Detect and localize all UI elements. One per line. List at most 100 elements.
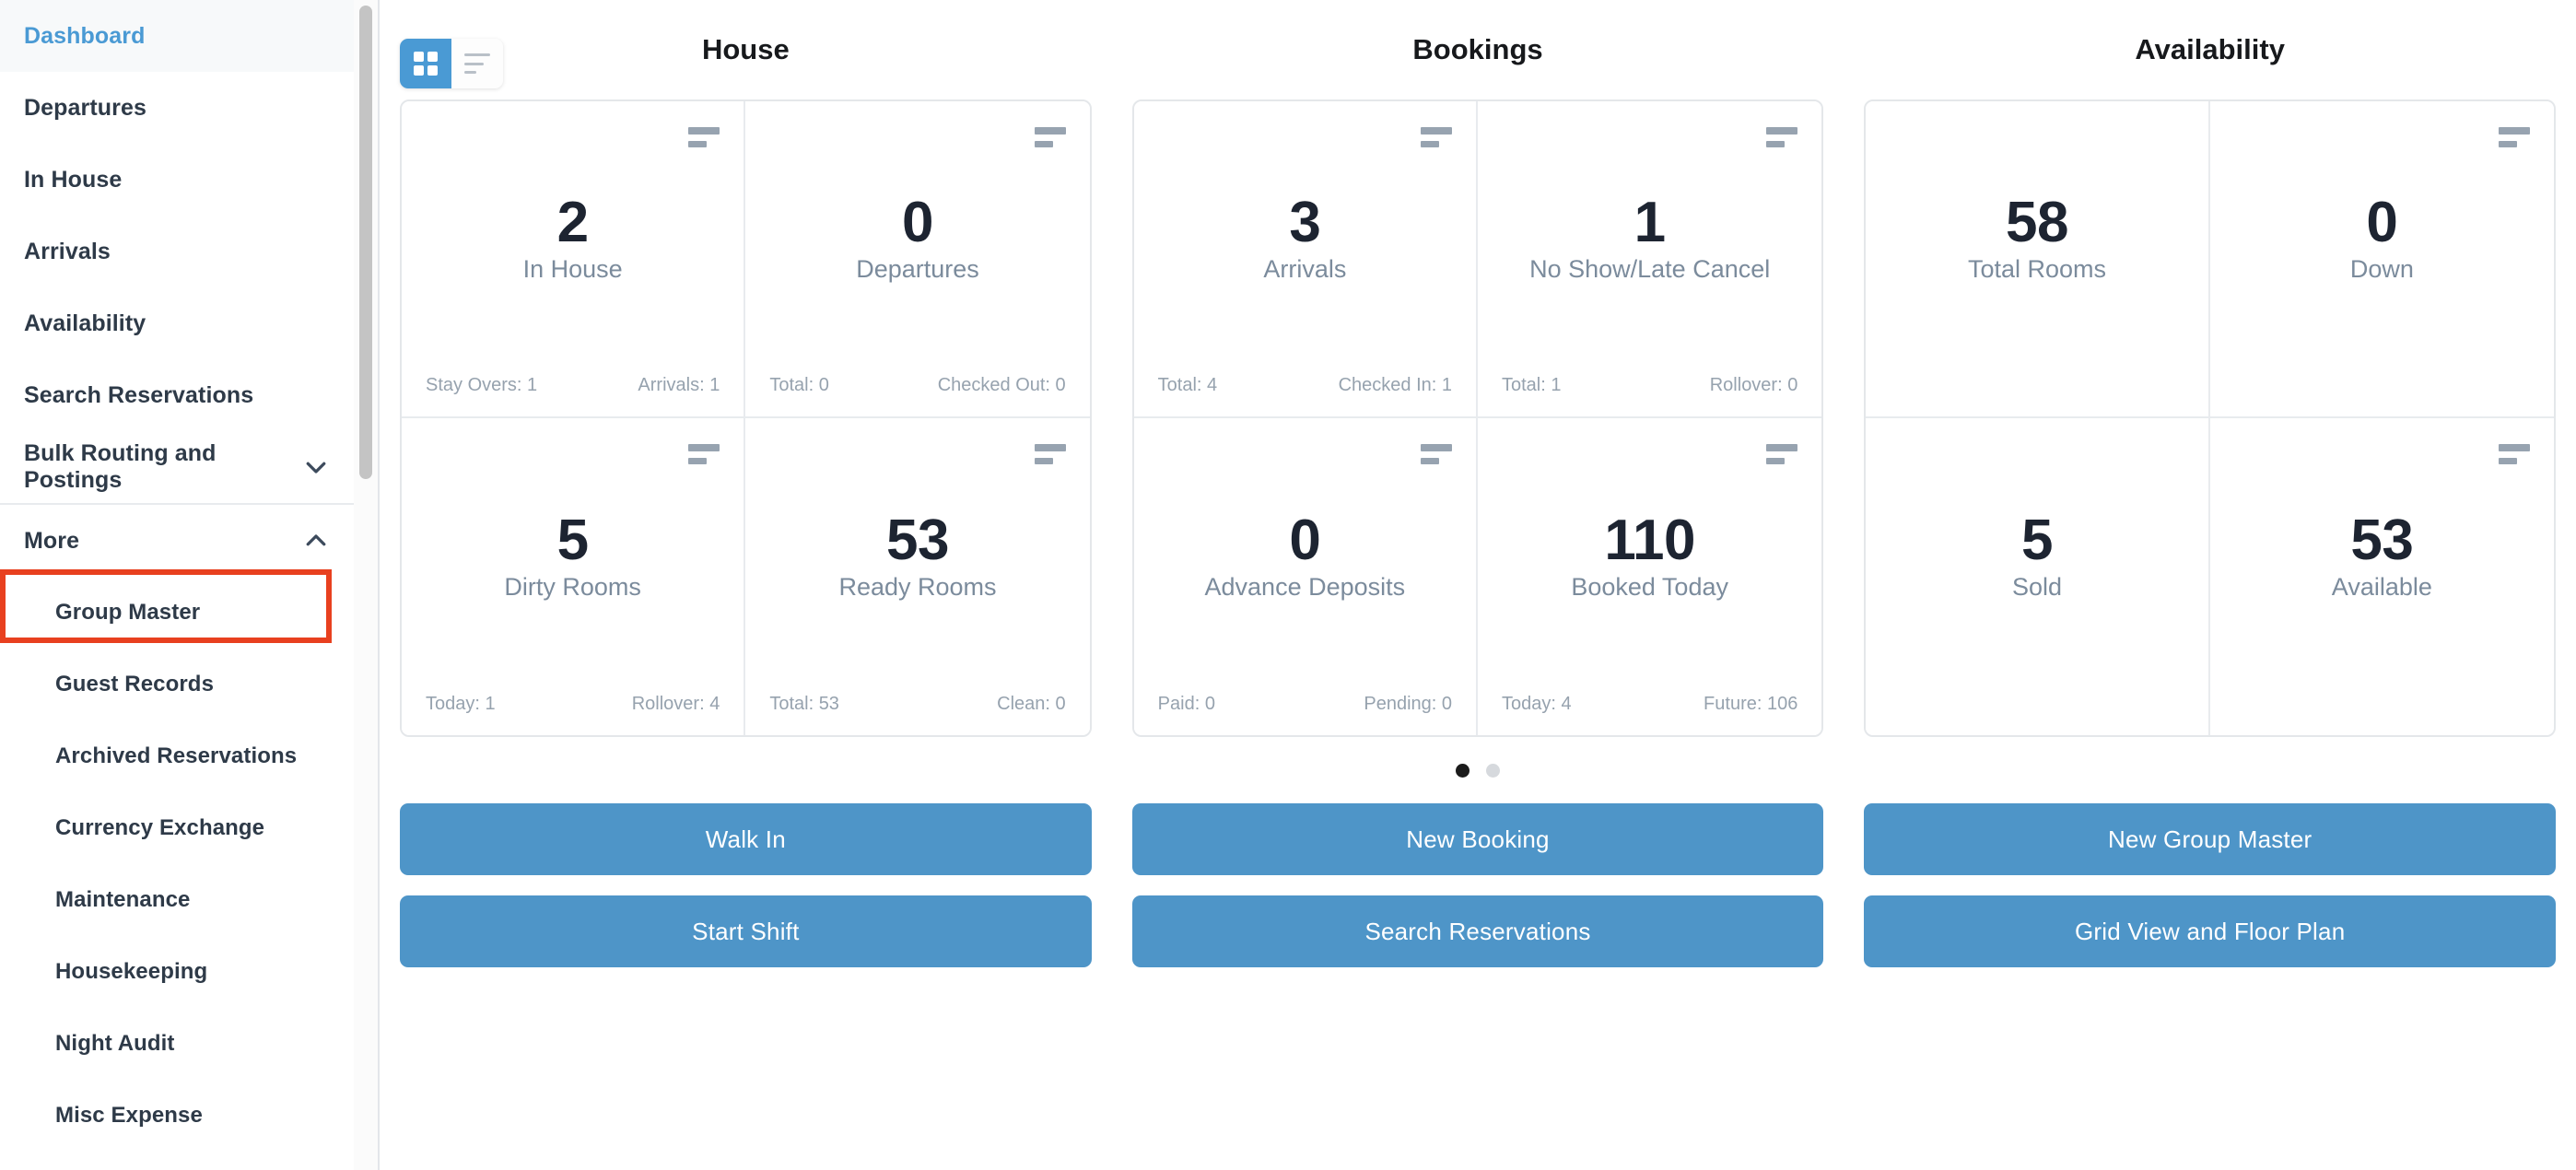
start-shift-button[interactable]: Start Shift — [400, 895, 1092, 967]
stat-card-footer: Total: 4 Checked In: 1 — [1158, 372, 1452, 396]
sidebar-item-label: Night Audit — [55, 1031, 175, 1056]
stat-card[interactable]: 58 Total Rooms — [1866, 101, 2210, 418]
new-booking-button[interactable]: New Booking — [1131, 803, 1824, 875]
sidebar-item-night-audit[interactable]: Night Audit — [0, 1008, 378, 1080]
sidebar-item-arrivals[interactable]: Arrivals — [0, 216, 378, 287]
sidebar-item-in-house[interactable]: In House — [0, 144, 378, 216]
card-group-bookings: 3 Arrivals Total: 4 Checked In: 1 1 No Show/L… — [1131, 99, 1824, 737]
sidebar-item-currency-exchange[interactable]: Currency Exchange — [0, 792, 378, 864]
sidebar-item-label: Maintenance — [55, 887, 191, 912]
stat-card-footer: Today: 4 Future: 106 — [1502, 691, 1797, 715]
sidebar-item-group-master[interactable]: Group Master — [0, 577, 378, 649]
stat-card-label: Departures — [856, 255, 979, 284]
stat-card-footer-left: Today: 1 — [426, 694, 496, 714]
stat-card-footer: Stay Overs: 1 Arrivals: 1 — [426, 372, 720, 396]
bar-chart-icon[interactable] — [2499, 444, 2531, 464]
stat-card-footer-right: Pending: 0 — [1364, 694, 1452, 714]
stat-card-value: 53 — [2350, 509, 2414, 573]
stat-card-label: Sold — [2011, 573, 2063, 602]
stat-card-footer-right: Arrivals: 1 — [638, 375, 720, 395]
sidebar-item-label: Guest Records — [55, 672, 215, 696]
sidebar-item-departures[interactable]: Departures — [0, 72, 378, 144]
stat-card-body: 0 Advance Deposits — [1158, 442, 1452, 691]
stat-card-label: Dirty Rooms — [504, 573, 641, 602]
stat-card-footer: Paid: 0 Pending: 0 — [1158, 691, 1452, 715]
sidebar-item-search-reservations[interactable]: Search Reservations — [0, 359, 378, 431]
toolbar-row: House Bookings Availability — [380, 0, 2576, 99]
stat-card[interactable]: 53 Available — [2209, 418, 2555, 735]
stat-card-footer-left: Today: 4 — [1502, 694, 1572, 714]
stat-card[interactable]: 1 No Show/Late Cancel Total: 1 Rollover: 0 — [1478, 101, 1822, 418]
sidebar-item-more[interactable]: More — [0, 505, 378, 577]
stat-card-body: 5 Dirty Rooms — [426, 442, 720, 691]
sidebar-item-label: Currency Exchange — [55, 815, 265, 840]
bar-chart-icon[interactable] — [1766, 127, 1798, 147]
sidebar-item-archived-reservations[interactable]: Archived Reservations — [0, 720, 378, 792]
column-titles: House Bookings Availability — [380, 33, 2576, 66]
sidebar-item-label: More — [24, 527, 80, 554]
stat-card-footer — [1890, 691, 2184, 715]
action-column-availability: New Group Master Grid View and Floor Plan — [1864, 803, 2557, 967]
stat-card-footer-left: Total: 4 — [1157, 375, 1218, 395]
stat-card-label: Ready Rooms — [838, 573, 997, 602]
bar-chart-icon[interactable] — [688, 444, 720, 464]
sidebar-divider — [0, 503, 378, 505]
stat-card-body: 1 No Show/Late Cancel — [1502, 125, 1797, 372]
grid-view-icon[interactable] — [400, 39, 451, 88]
carousel-pagination[interactable] — [380, 737, 2576, 803]
stat-card[interactable]: 0 Advance Deposits Paid: 0 Pending: 0 — [1133, 418, 1478, 735]
stat-card-value: 5 — [2021, 509, 2053, 573]
sidebar-item-guest-records[interactable]: Guest Records — [0, 649, 378, 720]
chevron-down-icon[interactable] — [302, 453, 330, 481]
stat-card[interactable]: 0 Down — [2209, 101, 2555, 418]
new-group-master-button[interactable]: New Group Master — [1864, 803, 2557, 875]
bar-chart-icon[interactable] — [1034, 444, 1066, 464]
stat-card[interactable]: 5 Sold — [1866, 418, 2210, 735]
chevron-up-icon[interactable] — [302, 527, 330, 555]
bar-chart-icon[interactable] — [688, 127, 720, 147]
card-group-availability: 58 Total Rooms 0 Down 5 Sold 53 Available — [1864, 99, 2557, 737]
sidebar-item-maintenance[interactable]: Maintenance — [0, 864, 378, 936]
stat-card-body: 0 Departures — [769, 125, 1065, 372]
sidebar-item-availability[interactable]: Availability — [0, 287, 378, 359]
stat-card-value: 3 — [1289, 191, 1321, 255]
bar-chart-icon[interactable] — [1766, 444, 1798, 464]
view-toggle-group[interactable] — [400, 39, 503, 88]
stat-card[interactable]: 110 Booked Today Today: 4 Future: 106 — [1478, 418, 1822, 735]
bar-chart-icon[interactable] — [2499, 127, 2531, 147]
stat-card-value: 5 — [556, 509, 589, 573]
stat-card-label: Arrivals — [1263, 255, 1347, 284]
carousel-dot[interactable] — [1456, 763, 1469, 778]
bar-chart-icon[interactable] — [1034, 127, 1066, 147]
stat-card[interactable]: 2 In House Stay Overs: 1 Arrivals: 1 — [402, 101, 746, 418]
walk-in-button[interactable]: Walk In — [400, 803, 1092, 875]
stat-card[interactable]: 0 Departures Total: 0 Checked Out: 0 — [745, 101, 1090, 418]
sidebar-item-bulk-routing-and-postings[interactable]: Bulk Routing and Postings — [0, 431, 378, 503]
sidebar-item-dashboard[interactable]: Dashboard — [0, 0, 378, 72]
card-groups: 2 In House Stay Overs: 1 Arrivals: 1 0 Depart… — [380, 99, 2576, 737]
stat-card-footer: Total: 0 Checked Out: 0 — [769, 372, 1065, 396]
carousel-dot[interactable] — [1486, 763, 1500, 778]
stat-card[interactable]: 3 Arrivals Total: 4 Checked In: 1 — [1133, 101, 1478, 418]
stat-card-footer: Today: 1 Rollover: 4 — [426, 691, 720, 715]
stat-card-label: Available — [2331, 573, 2432, 602]
bar-chart-icon[interactable] — [1421, 127, 1452, 147]
stat-card[interactable]: 5 Dirty Rooms Today: 1 Rollover: 4 — [402, 418, 746, 735]
list-view-icon[interactable] — [451, 39, 503, 88]
sidebar-item-label: Group Master — [55, 600, 201, 625]
stat-card-value: 1 — [1633, 191, 1666, 255]
sidebar-scrollbar[interactable] — [354, 0, 378, 1170]
stat-card[interactable]: 53 Ready Rooms Total: 53 Clean: 0 — [745, 418, 1090, 735]
sidebar-item-label: Availability — [24, 310, 146, 336]
stat-card-footer-right: Checked Out: 0 — [937, 375, 1066, 395]
sidebar-item-label: Archived Reservations — [55, 743, 298, 768]
stat-card-value: 0 — [1289, 509, 1321, 573]
stat-card-body: 2 In House — [426, 125, 720, 372]
sidebar-scrollbar-thumb[interactable] — [359, 6, 372, 479]
grid-view-and-floor-plan-button[interactable]: Grid View and Floor Plan — [1864, 895, 2557, 967]
bar-chart-icon[interactable] — [1421, 444, 1452, 464]
search-reservations-button[interactable]: Search Reservations — [1131, 895, 1824, 967]
sidebar-item-misc-expense[interactable]: Misc Expense — [0, 1080, 378, 1152]
sidebar-item-housekeeping[interactable]: Housekeeping — [0, 936, 378, 1008]
stat-card-label: Advance Deposits — [1204, 573, 1406, 602]
